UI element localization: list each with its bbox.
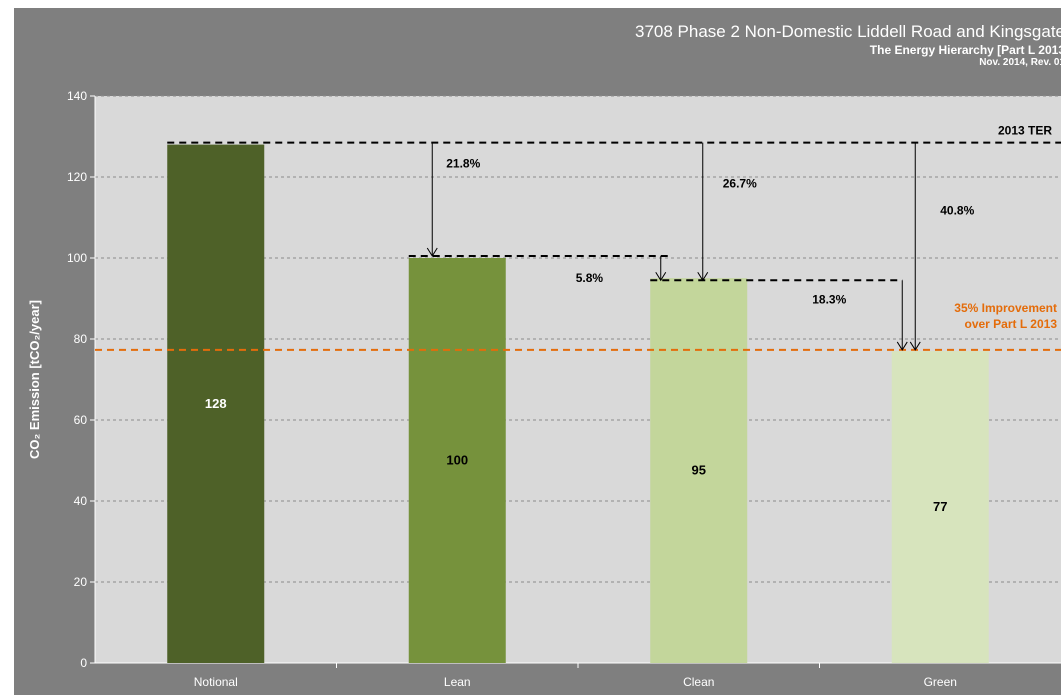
bar-clean [650, 278, 748, 663]
target-label-line2: over Part L 2013 [964, 317, 1057, 331]
chart-frame: 0 20 40 60 80 100 120 140 CO₂ Emission [tCO₂/yea… [14, 8, 1061, 695]
y-tick-label: 20 [74, 575, 88, 589]
y-tick-label: 140 [67, 89, 87, 103]
y-tick-label: 120 [67, 170, 87, 184]
bar-value-label: 100 [446, 453, 468, 468]
y-axis-title: CO₂ Emission [tCO₂/year] [27, 300, 42, 459]
bar-value-label: 95 [692, 463, 706, 478]
y-tick-label: 80 [74, 332, 88, 346]
reduction-label: 40.8% [940, 204, 974, 218]
target-label-line1: 35% Improvement [954, 301, 1057, 315]
arrow-4-head [655, 272, 667, 282]
arrow-5-head [896, 341, 908, 351]
bar-lean [408, 258, 506, 663]
y-tick-label: 0 [80, 656, 87, 670]
reduction-label: 5.8% [576, 271, 604, 285]
bar-value-label: 128 [205, 396, 227, 411]
arrow-3-head [909, 341, 921, 351]
bar-green [891, 351, 989, 663]
chart-revision: Nov. 2014, Rev. 01 [979, 57, 1061, 68]
ter-label: 2013 TER [998, 124, 1052, 138]
chart-subtitle: The Energy Hierarchy [Part L 2013 [869, 43, 1061, 57]
y-tick-label: 60 [74, 413, 88, 427]
chart-title: 3708 Phase 2 Non-Domestic Liddell Road a… [635, 22, 1061, 41]
reduction-label: 26.7% [723, 177, 757, 191]
y-tick-label: 100 [67, 251, 87, 265]
bar-value-label: 77 [933, 499, 947, 514]
arrow-1-head [426, 247, 438, 257]
bar-notional [167, 144, 265, 664]
arrow-2-head [697, 272, 709, 282]
x-tick-label: Green [924, 675, 957, 689]
bar-chart: 0 20 40 60 80 100 120 140 CO₂ Emission [tCO₂/yea… [27, 89, 1061, 689]
x-tick-label: Notional [194, 675, 238, 689]
reduction-label: 18.3% [812, 292, 846, 306]
y-tick-label: 40 [74, 494, 88, 508]
x-tick-label: Clean [683, 675, 714, 689]
x-tick-label: Lean [444, 675, 471, 689]
reduction-label: 21.8% [446, 157, 480, 171]
